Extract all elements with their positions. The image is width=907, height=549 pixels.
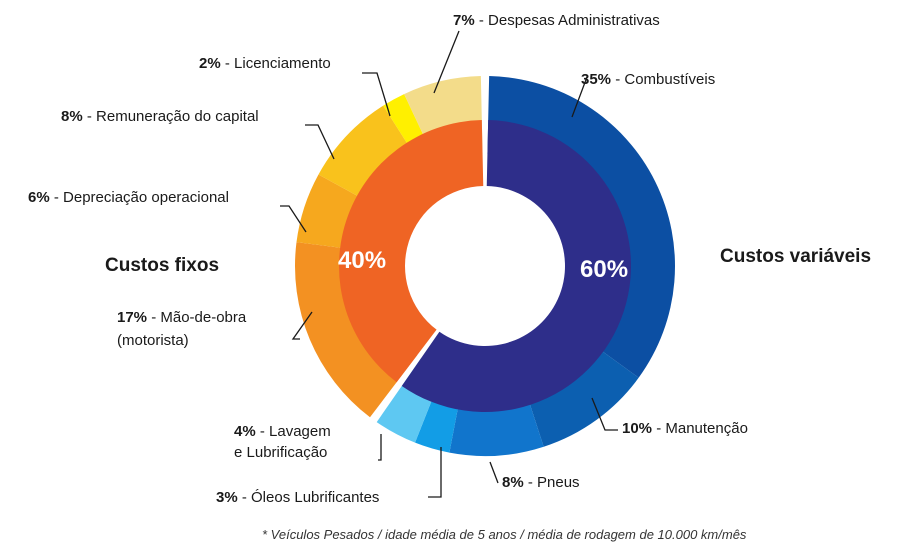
leader-line-4 <box>378 434 382 461</box>
slice-percent-3: 3% <box>216 489 238 506</box>
slice-label-7: 8% - Remuneração do capital <box>61 108 259 125</box>
slice-percent-2: 8% <box>502 474 524 491</box>
slice-label-4: 4% - Lavagem <box>234 423 331 440</box>
slice-name-4: - Lavagem <box>256 423 331 440</box>
inner-slice-0 <box>401 120 631 413</box>
inner-percent-variaveis: 60% <box>580 256 628 283</box>
slice-name-0: - Combustíveis <box>611 71 715 88</box>
slice-percent-6: 6% <box>28 189 50 206</box>
slice-name-line2-5: (motorista) <box>117 332 189 349</box>
slice-label-8: 2% - Licenciamento <box>199 55 331 72</box>
slice-name-2: - Pneus <box>524 474 580 491</box>
leader-line-0 <box>571 76 588 118</box>
slice-name-1: - Manutenção <box>652 420 748 437</box>
leader-line-8 <box>362 72 391 117</box>
group-label-variaveis: Custos variáveis <box>720 246 871 267</box>
slice-percent-8: 2% <box>199 55 221 72</box>
slice-label-9: 7% - Despesas Administrativas <box>453 12 660 29</box>
inner-slice-1 <box>339 120 484 383</box>
slice-percent-1: 10% <box>622 420 652 437</box>
slice-name-6: - Depreciação operacional <box>50 189 229 206</box>
slice-percent-9: 7% <box>453 12 475 29</box>
slice-label-2: 8% - Pneus <box>502 474 580 491</box>
leader-line-3 <box>428 447 442 498</box>
slice-label-3: 3% - Óleos Lubrificantes <box>216 489 379 506</box>
slice-name-line2-4: e Lubrificação <box>234 444 327 461</box>
slice-percent-7: 8% <box>61 108 83 125</box>
leader-line-1 <box>591 397 618 431</box>
slice-labels: 35% - Combustíveis 10% - Manutenção 8% - P… <box>28 12 748 506</box>
slice-label-6: 6% - Depreciação operacional <box>28 189 229 206</box>
leader-line-7 <box>305 124 335 160</box>
footnote: * Veículos Pesados / idade média de 5 an… <box>262 527 747 542</box>
slice-label-0: 35% - Combustíveis <box>581 71 715 88</box>
slice-percent-0: 35% <box>581 71 611 88</box>
group-label-fixos: Custos fixos <box>105 255 219 276</box>
slice-name-3: - Óleos Lubrificantes <box>238 489 380 506</box>
slice-percent-5: 17% <box>117 309 147 326</box>
leader-lines <box>280 30 618 498</box>
slice-label-5: 17% - Mão-de-obra <box>117 309 247 326</box>
slice-name-9: - Despesas Administrativas <box>475 12 660 29</box>
slice-name-7: - Remuneração do capital <box>83 108 259 125</box>
leader-line-6 <box>280 205 307 233</box>
leader-line-2 <box>489 461 499 484</box>
inner-ring <box>339 120 631 413</box>
leader-line-5 <box>291 311 313 340</box>
inner-percent-fixos: 40% <box>338 247 386 274</box>
slice-name-8: - Licenciamento <box>221 55 331 72</box>
slice-percent-4: 4% <box>234 423 256 440</box>
slice-name-5: - Mão-de-obra <box>147 309 247 326</box>
slice-label-1: 10% - Manutenção <box>622 420 748 437</box>
leader-line-9 <box>433 30 460 94</box>
